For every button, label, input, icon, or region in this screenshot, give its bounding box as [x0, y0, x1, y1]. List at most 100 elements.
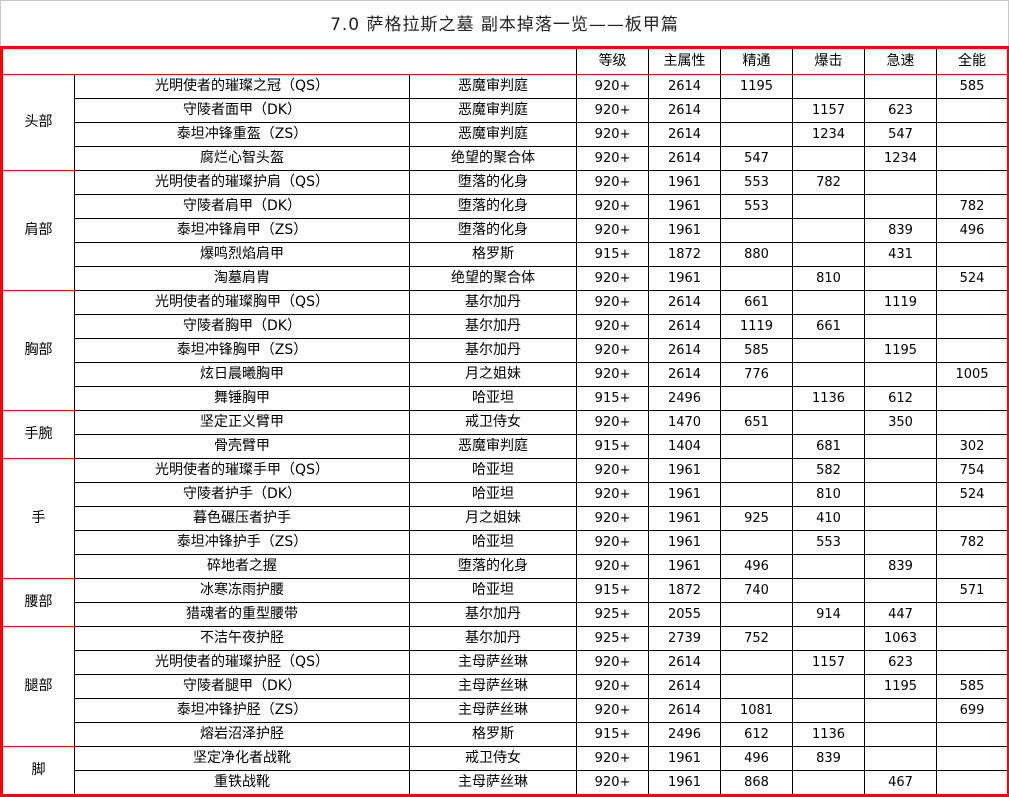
table-row: 胸部 光明使者的璀璨胸甲（QS） 基尔加丹 920+ 2614 661 1119 — [1, 290, 1009, 411]
mastery-cell: 776 — [720, 362, 794, 387]
boss-cell: 恶魔审判庭 — [408, 98, 578, 123]
item-level-cell: 920+ — [576, 674, 650, 699]
header-blank — [0, 47, 578, 75]
item-level-cell: 920+ — [576, 170, 650, 195]
table-row: 手光明使者的璀璨手甲（QS） 哈亚坦 920+ 1961 582 754 — [1, 458, 1009, 579]
header-level: 等级 — [576, 47, 650, 75]
slot-cell: 肩部 — [1, 170, 75, 291]
boss-cell: 格罗斯 — [408, 722, 578, 747]
table-row: 碎地者之握 堕落的化身 920+ 1961 496 839 — [2, 554, 1009, 579]
table-row: 腐烂心智头盔 绝望的聚合体 920+ 2614 547 1234 — [2, 146, 1009, 171]
item-name-cell: 坚定净化者战靴 — [74, 746, 410, 771]
boss-cell: 恶魔审判庭 — [408, 434, 578, 459]
item-level-cell: 920+ — [576, 290, 650, 315]
versatility-cell: 754 — [936, 458, 1009, 483]
primary-stat-cell: 1961 — [648, 506, 722, 531]
crit-cell — [792, 578, 866, 603]
primary-stat-cell: 2496 — [648, 386, 722, 411]
versatility-cell: 302 — [936, 434, 1009, 459]
versatility-cell — [936, 770, 1009, 796]
primary-stat-cell: 2614 — [648, 650, 722, 675]
boss-cell: 主母萨丝琳 — [408, 770, 578, 796]
boss-cell: 堕落的化身 — [408, 194, 578, 219]
boss-cell: 基尔加丹 — [408, 338, 578, 363]
haste-cell — [864, 458, 938, 483]
versatility-cell: 571 — [936, 578, 1009, 603]
versatility-cell — [936, 290, 1009, 315]
haste-cell: 547 — [864, 122, 938, 147]
item-name-cell: 淘墓肩胄 — [74, 266, 410, 291]
haste-cell — [864, 434, 938, 459]
primary-stat-cell: 1404 — [648, 434, 722, 459]
mastery-cell — [720, 434, 794, 459]
haste-cell — [864, 530, 938, 555]
table-row: 头部 光明使者的璀璨之冠（QS） 恶魔审判庭 920+ 2614 1195 585 — [1, 74, 1009, 171]
mastery-cell — [720, 266, 794, 291]
haste-cell: 447 — [864, 602, 938, 627]
boss-cell: 哈亚坦 — [408, 482, 578, 507]
mastery-cell: 553 — [720, 170, 794, 195]
item-name-cell: 守陵者肩甲（DK） — [74, 194, 410, 219]
boss-cell: 恶魔审判庭 — [408, 122, 578, 147]
haste-cell: 1195 — [864, 674, 938, 699]
table-row: 泰坦冲锋肩甲（ZS） 堕落的化身 920+ 1961 839 496 — [2, 218, 1009, 243]
boss-cell: 绝望的聚合体 — [408, 146, 578, 171]
primary-stat-cell: 2055 — [648, 602, 722, 627]
versatility-cell — [936, 506, 1009, 531]
haste-cell: 431 — [864, 242, 938, 267]
boss-cell: 戒卫侍女 — [408, 746, 578, 771]
primary-stat-cell: 1961 — [648, 194, 722, 219]
mastery-cell — [720, 122, 794, 147]
versatility-cell: 782 — [936, 194, 1009, 219]
mastery-cell: 496 — [720, 746, 794, 771]
mastery-cell — [720, 650, 794, 675]
boss-cell: 哈亚坦 — [408, 386, 578, 411]
item-level-cell: 920+ — [576, 698, 650, 723]
mastery-cell — [720, 98, 794, 123]
item-level-cell: 920+ — [576, 194, 650, 219]
mastery-cell — [720, 530, 794, 555]
crit-cell: 810 — [792, 266, 866, 291]
versatility-cell — [936, 98, 1009, 123]
table-row: 泰坦冲锋护手（ZS） 哈亚坦 920+ 1961 553 782 — [2, 530, 1009, 555]
slot-cell: 腰部 — [1, 578, 75, 627]
haste-cell: 1234 — [864, 146, 938, 171]
table-row: 手腕 坚定正义臂甲 戒卫侍女 920+ 1470 651 350 — [1, 410, 1009, 459]
item-name-cell: 重铁战靴 — [74, 770, 410, 796]
versatility-cell — [936, 170, 1009, 195]
mastery-cell: 740 — [720, 578, 794, 603]
haste-cell: 467 — [864, 770, 938, 796]
item-level-cell: 915+ — [576, 386, 650, 411]
boss-cell: 基尔加丹 — [408, 602, 578, 627]
crit-cell — [792, 410, 866, 435]
primary-stat-cell: 2614 — [648, 290, 722, 315]
primary-stat-cell: 1872 — [648, 242, 722, 267]
mastery-cell — [720, 458, 794, 483]
crit-cell — [792, 698, 866, 723]
primary-stat-cell: 2614 — [648, 362, 722, 387]
versatility-cell — [936, 626, 1009, 651]
item-level-cell: 920+ — [576, 362, 650, 387]
boss-cell: 哈亚坦 — [408, 530, 578, 555]
haste-cell — [864, 266, 938, 291]
crit-cell — [792, 218, 866, 243]
mastery-cell — [720, 674, 794, 699]
boss-cell: 月之姐妹 — [408, 362, 578, 387]
slot-cell: 腿部 — [1, 626, 75, 747]
item-level-cell: 920+ — [576, 74, 650, 99]
primary-stat-cell: 2614 — [648, 338, 722, 363]
haste-cell — [864, 362, 938, 387]
crit-cell — [792, 290, 866, 315]
sheet-title: 7.0 萨格拉斯之墓 副本掉落一览——板甲篇 — [0, 0, 1009, 46]
mastery-cell: 612 — [720, 722, 794, 747]
haste-cell — [864, 746, 938, 771]
item-name-cell: 守陵者腿甲（DK） — [74, 674, 410, 699]
boss-cell: 堕落的化身 — [408, 218, 578, 243]
item-level-cell: 920+ — [576, 770, 650, 796]
item-name-cell: 光明使者的璀璨胸甲（QS） — [74, 290, 410, 315]
mastery-cell: 880 — [720, 242, 794, 267]
item-name-cell: 腐烂心智头盔 — [74, 146, 410, 171]
crit-cell: 410 — [792, 506, 866, 531]
table-row: 泰坦冲锋胸甲（ZS） 基尔加丹 920+ 2614 585 1195 — [2, 338, 1009, 363]
versatility-cell — [936, 314, 1009, 339]
